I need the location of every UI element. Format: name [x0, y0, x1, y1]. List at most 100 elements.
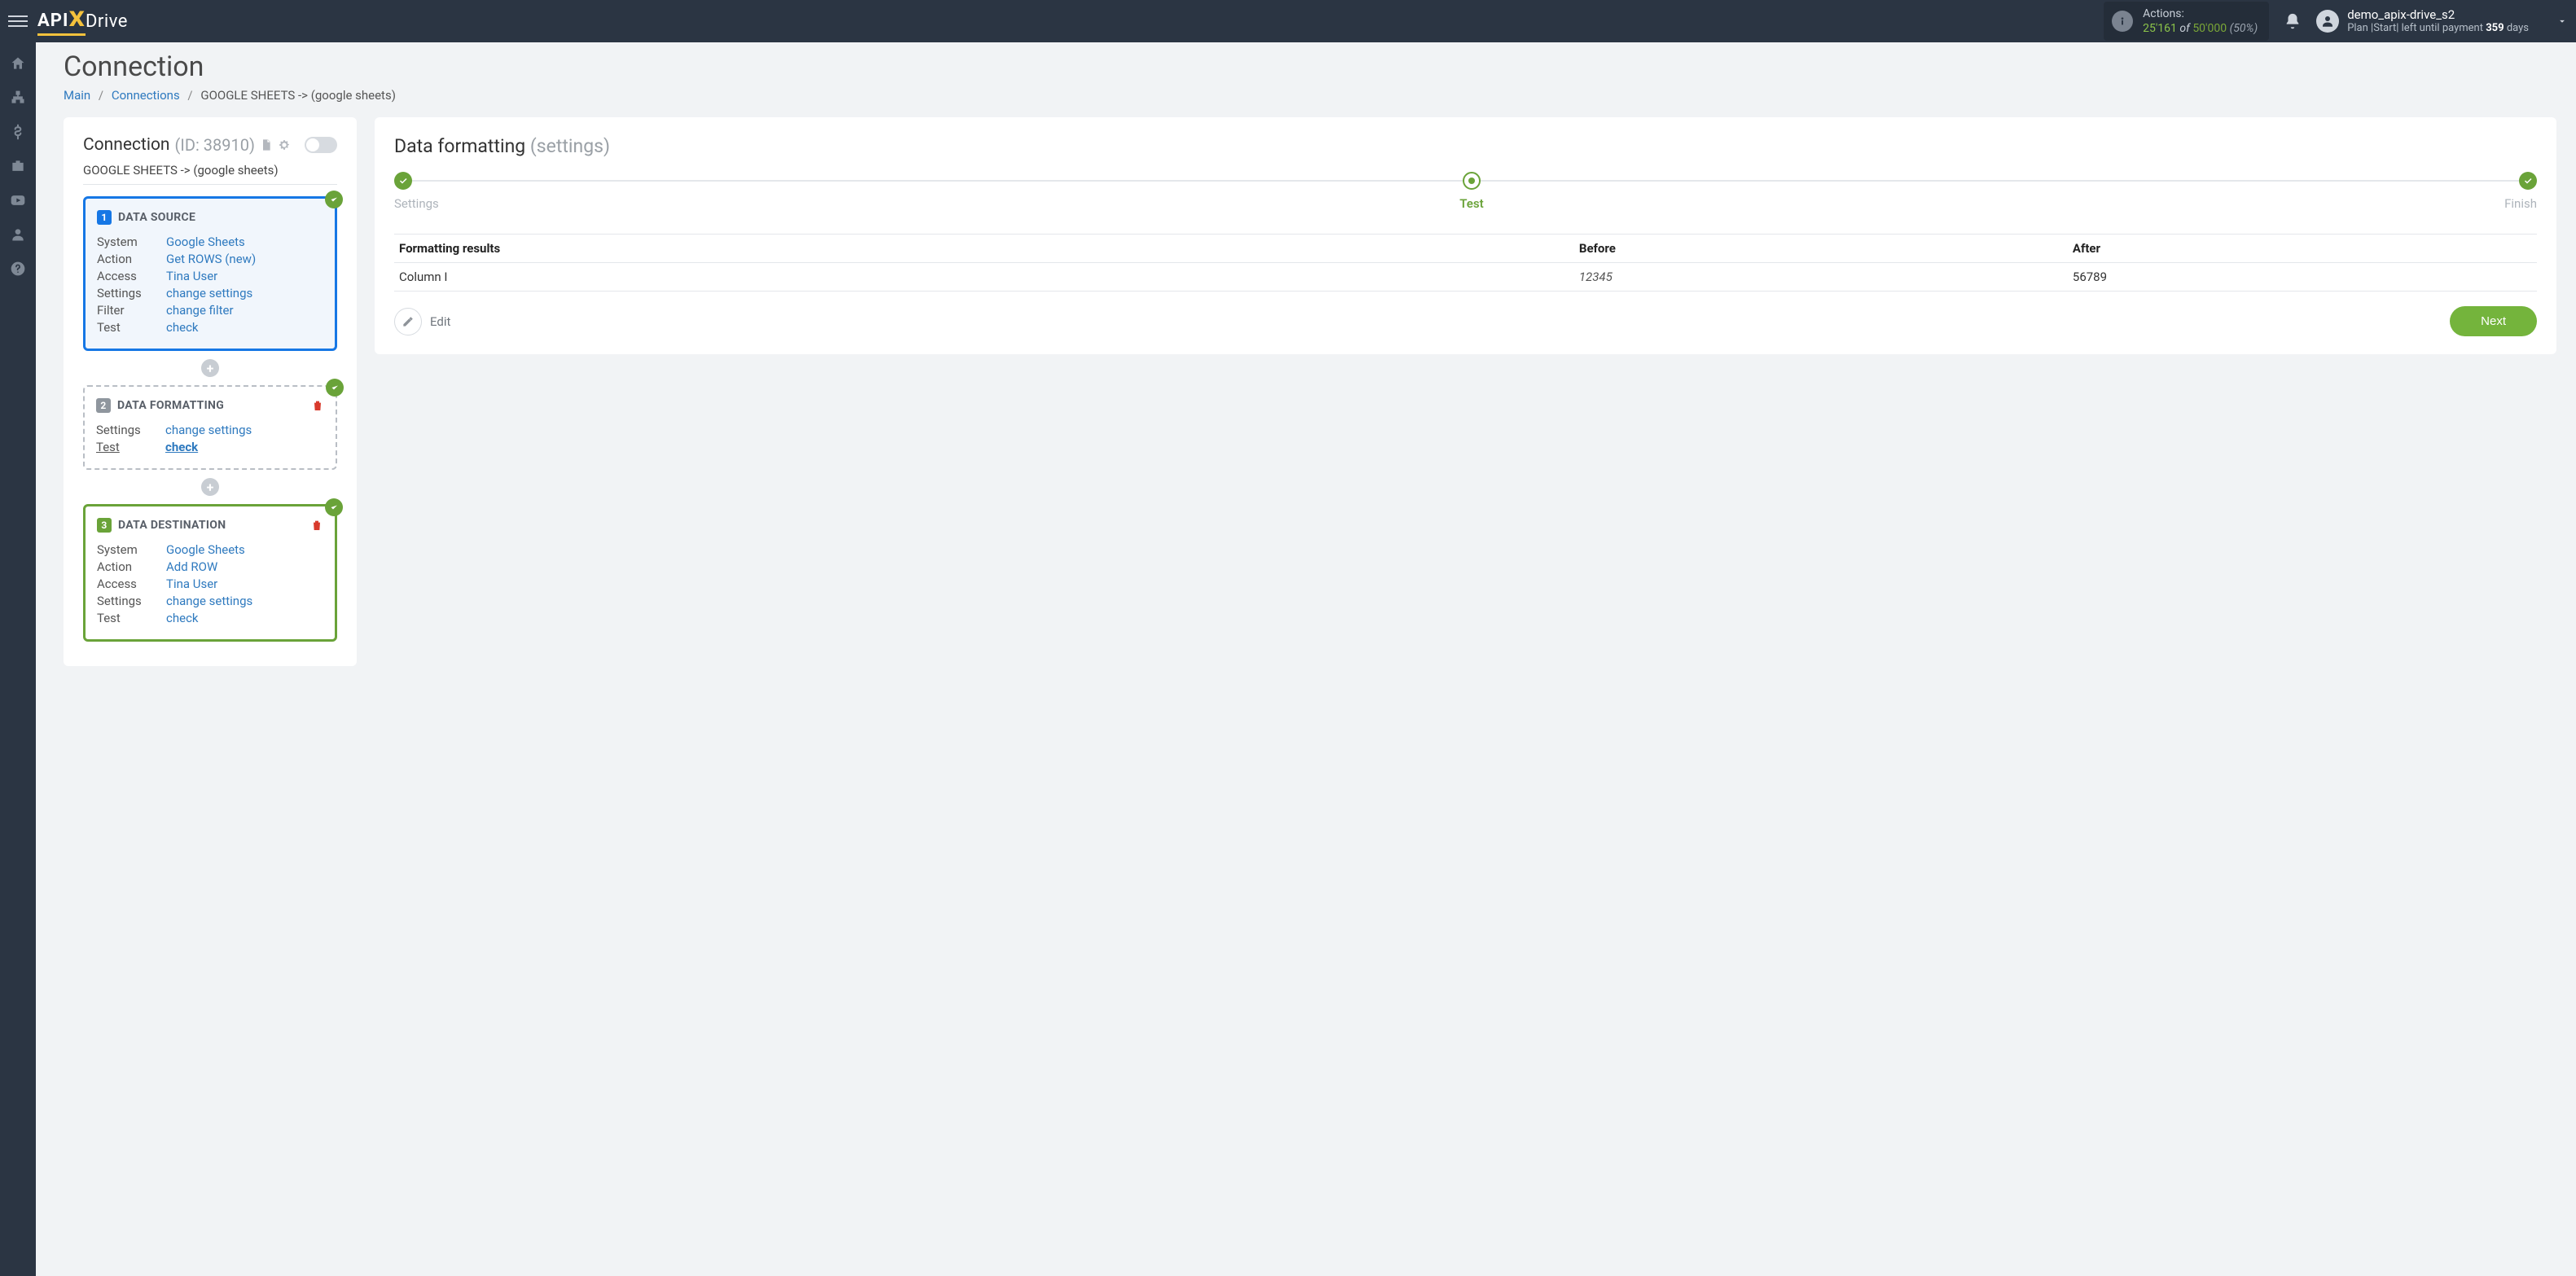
- kv-key: Access: [97, 577, 166, 591]
- sitemap-icon[interactable]: [10, 90, 26, 106]
- step[interactable]: Test: [1459, 172, 1483, 211]
- connection-id: (ID: 38910): [175, 135, 255, 155]
- step-label: Finish: [2504, 196, 2537, 211]
- edit-label: Edit: [430, 314, 450, 329]
- kv-key: Test: [96, 440, 165, 454]
- kv-row: Testcheck: [96, 440, 324, 454]
- kv-link[interactable]: Get ROWS (new): [166, 252, 256, 266]
- kv-link[interactable]: change settings: [166, 594, 252, 608]
- dollar-icon[interactable]: [10, 124, 26, 140]
- table-header: After: [2068, 235, 2537, 263]
- logo-api: API: [37, 11, 68, 31]
- kv-link[interactable]: Add ROW: [166, 559, 217, 574]
- breadcrumb: Main / Connections / GOOGLE SHEETS -> (g…: [64, 88, 2556, 103]
- table-header: Formatting results: [394, 235, 1574, 263]
- data-formatting-title: DATA FORMATTING: [117, 399, 224, 412]
- user-icon[interactable]: [10, 226, 26, 243]
- kv-key: Test: [97, 611, 166, 625]
- document-icon[interactable]: [260, 138, 273, 151]
- table-header: Before: [1574, 235, 2068, 263]
- kv-link[interactable]: check: [166, 611, 199, 625]
- step[interactable]: Finish: [2504, 172, 2537, 211]
- logo-x-icon: X: [69, 7, 85, 32]
- check-icon: [326, 379, 344, 397]
- kv-link[interactable]: check: [165, 440, 198, 454]
- step-label: Test: [1459, 196, 1483, 211]
- trash-icon[interactable]: [310, 519, 323, 532]
- kv-link[interactable]: change filter: [166, 303, 234, 318]
- actions-counter[interactable]: Actions: 25'161 of 50'000 (50%): [2104, 2, 2269, 41]
- kv-key: Settings: [97, 594, 166, 608]
- table-row: Column I1234556789: [394, 263, 2537, 292]
- data-formatting-block: 2 DATA FORMATTING Settingschange settings…: [83, 385, 337, 470]
- cell-after: 56789: [2068, 263, 2537, 292]
- connection-title: Connection: [83, 135, 170, 155]
- step-dot-done: [394, 172, 412, 190]
- user-menu[interactable]: demo_apix-drive_s2 Plan |Start| left unt…: [2316, 7, 2568, 36]
- help-icon[interactable]: [10, 261, 26, 277]
- kv-link[interactable]: check: [166, 320, 199, 335]
- kv-link[interactable]: Google Sheets: [166, 542, 245, 557]
- kv-link[interactable]: Tina User: [166, 577, 217, 591]
- check-icon: [325, 498, 343, 516]
- home-icon[interactable]: [10, 55, 26, 72]
- add-block-button[interactable]: +: [201, 478, 219, 496]
- edit-button[interactable]: Edit: [394, 308, 450, 335]
- cell-before: 12345: [1574, 263, 2068, 292]
- kv-row: Settingschange settings: [97, 594, 323, 608]
- kv-row: Testcheck: [97, 611, 323, 625]
- step[interactable]: Settings: [394, 172, 439, 211]
- data-destination-title: DATA DESTINATION: [118, 519, 226, 532]
- main-panel: Data formatting (settings) Settings Test F…: [375, 117, 2556, 354]
- trash-icon[interactable]: [311, 399, 324, 412]
- results-table: Formatting resultsBeforeAfter Column I12…: [394, 234, 2537, 292]
- data-destination-block: 3 DATA DESTINATION SystemGoogle Sheets Act…: [83, 504, 337, 642]
- logo[interactable]: APIXDrive: [37, 7, 128, 36]
- kv-row: SystemGoogle Sheets: [97, 542, 323, 557]
- gear-icon[interactable]: [278, 138, 291, 151]
- kv-link[interactable]: change settings: [165, 423, 252, 437]
- kv-row: Filterchange filter: [97, 303, 323, 318]
- kv-row: Settingschange settings: [97, 286, 323, 300]
- user-plan: Plan |Start| left until payment 359 days: [2347, 22, 2529, 35]
- kv-row: ActionAdd ROW: [97, 559, 323, 574]
- user-name: demo_apix-drive_s2: [2347, 7, 2529, 23]
- kv-key: Settings: [96, 423, 165, 437]
- logo-drive: Drive: [86, 11, 128, 32]
- connection-subtitle: GOOGLE SHEETS -> (google sheets): [83, 163, 337, 185]
- data-source-title: DATA SOURCE: [118, 211, 195, 224]
- kv-key: Action: [97, 252, 166, 266]
- actions-numbers: 25'161 of 50'000 (50%): [2143, 21, 2258, 36]
- kv-key: Settings: [97, 286, 166, 300]
- kv-key: Access: [97, 269, 166, 283]
- notifications-icon[interactable]: [2284, 12, 2302, 30]
- next-button[interactable]: Next: [2450, 306, 2537, 336]
- breadcrumb-main[interactable]: Main: [64, 88, 90, 103]
- step-badge-3: 3: [97, 518, 112, 533]
- breadcrumb-connections[interactable]: Connections: [112, 88, 180, 103]
- kv-key: System: [97, 235, 166, 249]
- youtube-icon[interactable]: [10, 192, 26, 208]
- kv-row: ActionGet ROWS (new): [97, 252, 323, 266]
- kv-row: SystemGoogle Sheets: [97, 235, 323, 249]
- avatar-icon: [2316, 10, 2339, 33]
- kv-link[interactable]: Tina User: [166, 269, 217, 283]
- stepper: Settings Test Finish: [394, 172, 2537, 211]
- info-icon: [2112, 11, 2133, 32]
- kv-row: Testcheck: [97, 320, 323, 335]
- step-badge-2: 2: [96, 398, 111, 413]
- step-badge-1: 1: [97, 210, 112, 225]
- kv-row: AccessTina User: [97, 577, 323, 591]
- step-label: Settings: [394, 196, 439, 211]
- hamburger-menu[interactable]: [8, 11, 28, 31]
- kv-link[interactable]: change settings: [166, 286, 252, 300]
- step-dot-done: [2519, 172, 2537, 190]
- kv-row: AccessTina User: [97, 269, 323, 283]
- connection-panel: Connection (ID: 38910) GOOGLE SHEETS -> …: [64, 117, 357, 666]
- main-title: Data formatting (settings): [394, 135, 2537, 157]
- enable-toggle[interactable]: [305, 137, 337, 153]
- kv-row: Settingschange settings: [96, 423, 324, 437]
- briefcase-icon[interactable]: [10, 158, 26, 174]
- kv-link[interactable]: Google Sheets: [166, 235, 245, 249]
- add-block-button[interactable]: +: [201, 359, 219, 377]
